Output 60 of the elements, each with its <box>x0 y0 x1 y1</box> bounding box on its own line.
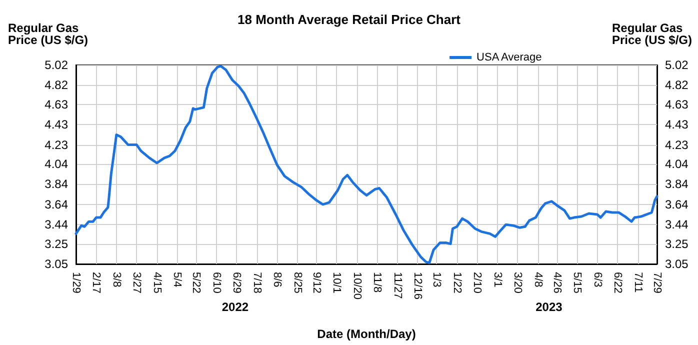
y2-tick-label: 4.63 <box>665 97 689 112</box>
x-tick-label: 5/4 <box>171 272 184 288</box>
y-tick-label: 5.02 <box>44 58 68 72</box>
y-tick-label: 4.63 <box>44 97 68 112</box>
y-tick-label: 3.05 <box>44 257 68 271</box>
x-tick-label: 7/18 <box>250 272 263 294</box>
y2-tick-label: 5.02 <box>665 58 689 72</box>
y-tick-label: 4.23 <box>44 138 68 152</box>
x-tick-label: 8/6 <box>271 272 284 288</box>
y2-tick-label: 4.82 <box>665 78 689 92</box>
x-tick-label: 6/22 <box>612 272 624 294</box>
x-tick-label: 11/8 <box>371 272 384 293</box>
y2-tick-label: 4.23 <box>665 138 689 152</box>
x-tick-label: 2/10 <box>471 272 484 294</box>
x-tick-label: 6/3 <box>591 272 604 288</box>
x-axis-title: Date (Month/Day) <box>317 327 416 341</box>
x-tick-label: 3/8 <box>110 272 122 288</box>
y2-tick-label: 3.44 <box>665 218 689 232</box>
x-tick-label: 6/10 <box>210 272 222 294</box>
x-tick-label: 5/15 <box>571 272 584 294</box>
text: 2022 <box>222 300 249 314</box>
x-tick-label: 4/15 <box>150 272 163 294</box>
y-tick-label: 3.25 <box>44 236 68 251</box>
y2-tick-label: 3.25 <box>665 236 689 251</box>
chart-title: 18 Month Average Retail Price Chart <box>238 12 462 27</box>
x-tick-label: 8/25 <box>291 272 304 294</box>
x-tick-label: 6/29 <box>230 272 243 294</box>
x-tick-label: 1/22 <box>450 272 463 294</box>
x-tick-label: 3/27 <box>130 272 143 294</box>
x-tick-label: 10/1 <box>330 272 343 294</box>
y-axis-title: Regular Gas Price (US $/G) <box>8 21 88 47</box>
x-tick-label: 5/22 <box>190 272 202 294</box>
y2-tick-label: 3.05 <box>665 257 689 271</box>
y2-tick-label: 4.43 <box>665 118 689 132</box>
x-tick-label: 9/12 <box>310 272 322 294</box>
x-tick-label: 7/11 <box>632 272 644 293</box>
x-tick-label: 1/3 <box>430 272 443 288</box>
y-tick-label: 3.84 <box>44 177 68 192</box>
y-tick-label: 3.44 <box>44 218 68 232</box>
y2-tick-label: 3.84 <box>665 177 689 192</box>
legend-label: USA Average <box>476 52 542 64</box>
x-tick-label: 4/26 <box>550 272 563 294</box>
x-tick-label: 4/8 <box>532 272 544 288</box>
y2-tick-label: 3.64 <box>665 197 689 212</box>
y-tick-label: 4.04 <box>44 156 68 171</box>
y2-tick-label: 4.04 <box>665 156 689 171</box>
y-tick-label: 3.64 <box>44 197 68 212</box>
line-series <box>74 64 658 264</box>
x-tick-label: 12/16 <box>412 272 424 300</box>
x-tick-label: 11/27 <box>391 272 404 299</box>
x-tick-label: 2/17 <box>90 272 102 294</box>
x-tick-label: 3/20 <box>512 272 524 294</box>
y2-axis-title: Regular Gas Price (US $/G) <box>612 21 692 47</box>
x-tick-label: 7/29 <box>651 272 663 294</box>
x-tick-label: 1/29 <box>70 272 82 294</box>
y-tick-label: 4.43 <box>44 118 68 132</box>
text: 2023 <box>536 300 563 314</box>
y-tick-label: 4.82 <box>44 78 68 92</box>
x-tick-label: 3/1 <box>491 272 504 288</box>
x-tick-label: 10/20 <box>350 272 363 300</box>
